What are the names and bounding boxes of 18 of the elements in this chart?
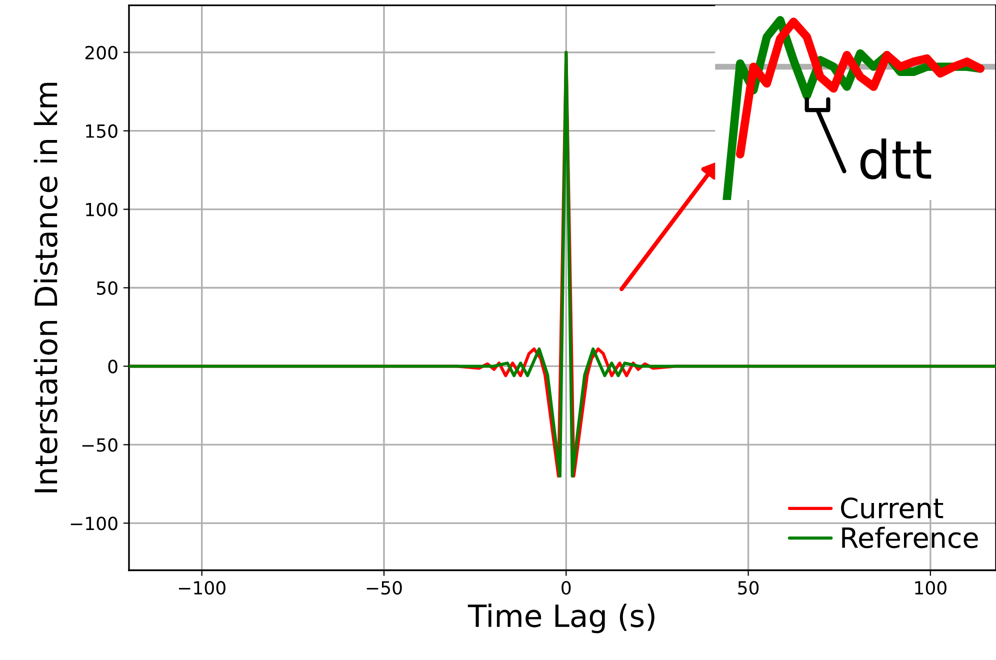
x-tick-label: 50 <box>738 580 759 595</box>
x-tick-label: 100 <box>915 580 946 595</box>
legend-label: Current <box>841 498 944 519</box>
annotation: dtt <box>860 138 932 180</box>
line-series <box>128 50 996 478</box>
y-tick-label: 100 <box>86 202 118 216</box>
x-tick-label: −50 <box>366 580 402 595</box>
y-tick-label: 50 <box>96 281 118 295</box>
x-tick-label: −100 <box>178 580 226 595</box>
x-axis-title: Time Lag (s) <box>468 604 654 634</box>
y-tick-label: 200 <box>85 46 118 60</box>
y-tick-label: −100 <box>70 516 118 530</box>
y-tick-label: 150 <box>86 124 118 138</box>
legend-label: Reference <box>842 526 978 548</box>
y-axis-title: Interstation Distance in km <box>34 82 58 492</box>
y-tick-label: 0 <box>108 360 118 374</box>
y-tick-label: −50 <box>82 438 118 452</box>
x-tick-label: 0 <box>562 580 571 595</box>
